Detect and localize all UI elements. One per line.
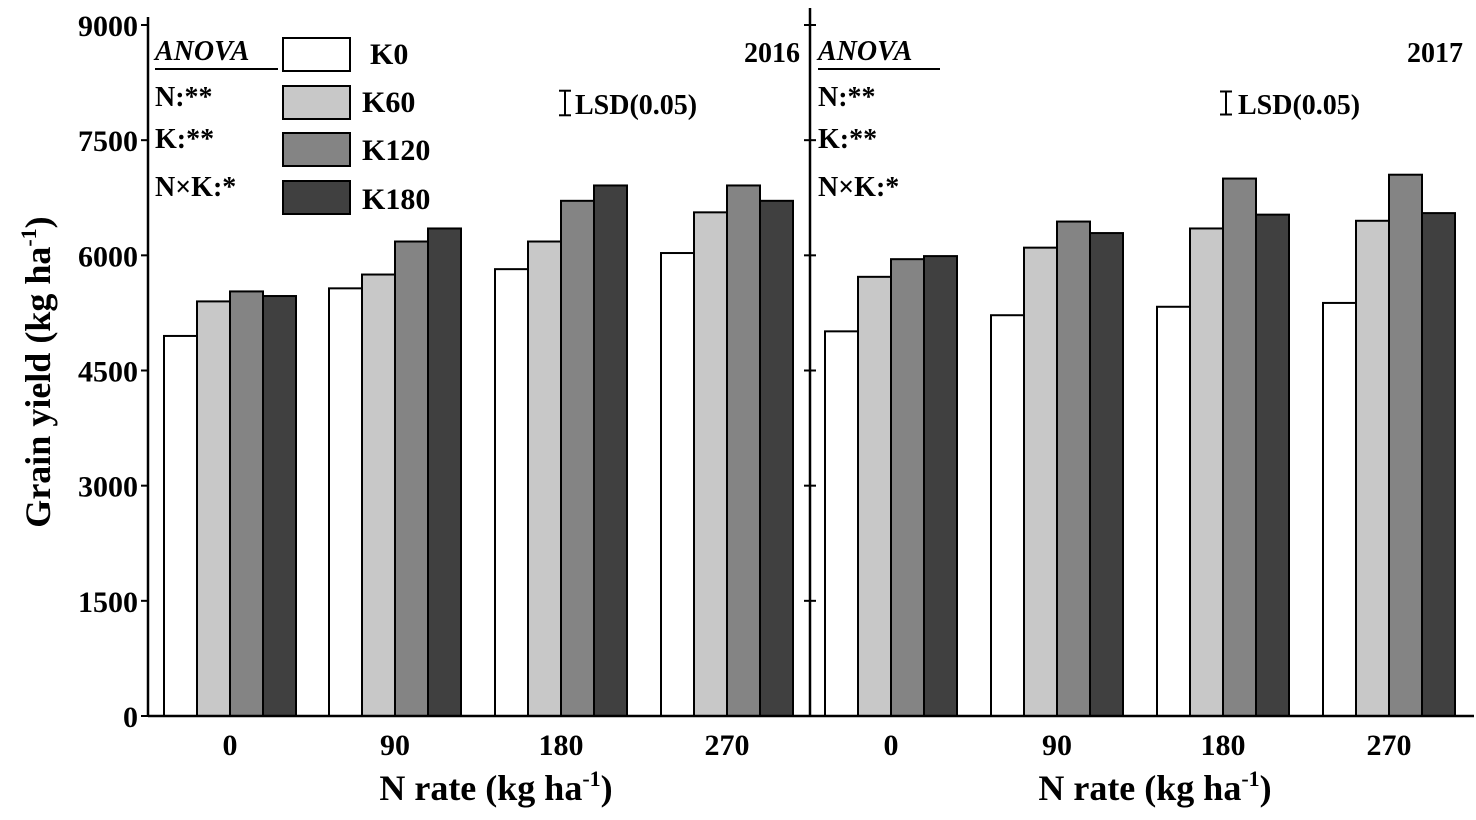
bar-2016-n90-k0 (328, 287, 363, 717)
x-axis-title-left-superscript: -1 (582, 766, 600, 791)
x-tick-label-2017-0: 0 (884, 729, 899, 762)
anova-nk-2016: N×K:* (155, 172, 236, 203)
bar-2016-n90-k60 (361, 273, 396, 717)
bar-2017-n0-k60 (857, 275, 892, 717)
bar-2016-n270-k120 (726, 184, 761, 717)
bar-2017-n0-k180 (923, 255, 958, 717)
anova-n-2017: N:** (818, 82, 876, 113)
bar-2017-n180-k60 (1189, 227, 1224, 717)
anova-nk-2017: N×K:* (818, 172, 899, 203)
anova-title-2017: ANOVA (816, 36, 912, 67)
x-tick-label-2016-0: 0 (223, 729, 238, 762)
y-axis-ticks: 0 1500 3000 4500 6000 7500 9000 (78, 10, 816, 734)
y-tick-label-1500: 1500 (78, 586, 138, 619)
bar-2016-n0-k60 (196, 300, 231, 717)
bar-2016-n90-k120 (394, 240, 429, 717)
category-labels: 0 90 180 270 0 90 180 270 (223, 729, 1412, 762)
legend-label-k60: K60 (362, 86, 415, 119)
lsd-label-2017: LSD(0.05) (1238, 90, 1360, 121)
legend: K0 K60 K120 K180 (282, 37, 430, 216)
y-tick-label-6000: 6000 (78, 240, 138, 273)
bar-2016-n90-k180 (427, 227, 462, 717)
legend-label-k0: K0 (370, 38, 408, 71)
x-axis-title-left: N rate (kg ha-1) (379, 766, 612, 808)
y-axis-title-superscript: -1 (16, 228, 41, 246)
legend-label-k120: K120 (362, 134, 430, 167)
bar-2016-n0-k180 (262, 295, 297, 717)
bar-2016-n270-k180 (759, 199, 794, 717)
bar-2016-n0-k120 (229, 290, 264, 717)
bar-2017-n90-k120 (1056, 220, 1091, 717)
lsd-bar-2016 (559, 89, 571, 117)
legend-swatch-k120 (282, 132, 351, 167)
bars-layer (163, 173, 1456, 718)
anova-k-2016: K:** (155, 124, 214, 155)
lsd-bars (559, 89, 1232, 117)
legend-swatch-k180 (282, 180, 351, 215)
bar-2016-n270-k0 (660, 252, 695, 717)
anova-n-2016: N:** (155, 82, 213, 113)
bar-2016-n180-k180 (593, 184, 628, 717)
x-axis-title-right: N rate (kg ha-1) (1038, 766, 1271, 808)
bar-2017-n0-k120 (890, 258, 925, 717)
bar-2016-n180-k60 (527, 240, 562, 717)
x-tick-label-2017-180: 180 (1201, 729, 1246, 762)
legend-swatch-k60 (282, 85, 351, 120)
lsd-bar-2017 (1220, 90, 1232, 116)
bar-2016-n180-k120 (560, 199, 595, 717)
legend-label-k180: K180 (362, 183, 430, 216)
bar-2017-n270-k60 (1355, 219, 1390, 718)
bar-2017-n90-k60 (1023, 246, 1058, 717)
bar-2016-n180-k0 (494, 268, 529, 717)
anova-block-2017: ANOVA N:** K:** N×K:* (816, 36, 940, 203)
bar-2017-n0-k0 (824, 330, 859, 717)
x-tick-label-2016-90: 90 (380, 729, 410, 762)
x-tick-label-2017-90: 90 (1042, 729, 1072, 762)
y-tick-label-0: 0 (123, 701, 138, 734)
y-tick-label-4500: 4500 (78, 356, 138, 389)
bar-2017-n270-k120 (1388, 173, 1423, 717)
axes-layer (146, 8, 1474, 718)
lsd-label-2016: LSD(0.05) (575, 90, 697, 121)
y-tick-label-3000: 3000 (78, 471, 138, 504)
bar-2017-n90-k180 (1089, 232, 1124, 717)
legend-swatch-k0 (282, 37, 351, 72)
x-tick-label-2016-270: 270 (705, 729, 750, 762)
bar-2016-n270-k60 (693, 211, 728, 718)
bar-2017-n90-k0 (990, 314, 1025, 717)
bar-2017-n270-k180 (1421, 212, 1456, 717)
anova-block-2016: ANOVA N:** K:** N×K:* (153, 36, 278, 203)
y-axis-title: Grain yield (kg ha-1) (16, 216, 58, 527)
x-tick-label-2016-180: 180 (539, 729, 584, 762)
x-axis-title-right-superscript: -1 (1241, 766, 1259, 791)
bar-2016-n0-k0 (163, 334, 198, 717)
year-label-2017: 2017 (1407, 38, 1463, 69)
x-tick-label-2017-270: 270 (1367, 729, 1412, 762)
bar-2017-n180-k120 (1222, 177, 1257, 718)
y-tick-label-7500: 7500 (78, 125, 138, 158)
y-tick-label-9000: 9000 (78, 10, 138, 43)
bar-2017-n270-k0 (1322, 301, 1357, 717)
year-label-2016: 2016 (744, 38, 800, 69)
anova-title-2016: ANOVA (153, 36, 249, 67)
bar-2017-n180-k0 (1156, 305, 1191, 717)
bar-2017-n180-k180 (1255, 213, 1290, 717)
anova-k-2017: K:** (818, 124, 877, 155)
